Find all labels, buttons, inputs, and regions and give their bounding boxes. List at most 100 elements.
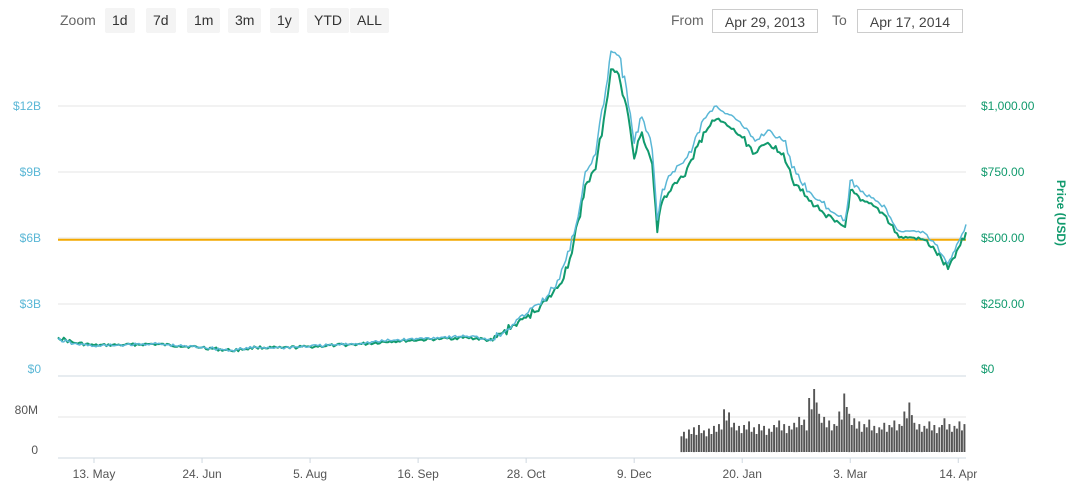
volume-bar bbox=[880, 429, 883, 452]
volume-bar bbox=[763, 425, 765, 452]
volume-bar bbox=[868, 419, 871, 452]
zoom-button-7d[interactable]: 7d bbox=[146, 8, 176, 33]
zoom-button-1d[interactable]: 1d bbox=[105, 8, 135, 33]
volume-bar bbox=[870, 430, 873, 452]
zoom-button-all[interactable]: ALL bbox=[350, 8, 389, 33]
volume-bar bbox=[780, 430, 783, 452]
volume-bar bbox=[860, 431, 863, 453]
volume-bar bbox=[823, 416, 826, 452]
volume-bar bbox=[688, 429, 690, 452]
volume-tick-label: 80M bbox=[15, 403, 38, 417]
market-cap-tick-label: $12B bbox=[13, 99, 41, 113]
volume-bar bbox=[840, 419, 843, 452]
zoom-button-ytd[interactable]: YTD bbox=[307, 8, 349, 33]
x-tick-label: 20. Jan bbox=[723, 467, 762, 481]
volume-bar bbox=[713, 425, 715, 452]
volume-bar bbox=[793, 422, 796, 453]
zoom-button-1m[interactable]: 1m bbox=[187, 8, 221, 33]
volume-bar bbox=[900, 425, 903, 452]
volume-bar bbox=[928, 421, 931, 452]
volume-bar bbox=[825, 427, 828, 453]
volume-bar bbox=[695, 434, 698, 452]
volume-bar bbox=[795, 427, 798, 453]
zoom-button-1y[interactable]: 1y bbox=[270, 8, 299, 33]
volume-bar bbox=[865, 427, 868, 453]
volume-bar bbox=[835, 425, 838, 452]
x-tick-label: 5. Aug bbox=[293, 467, 327, 481]
volume-bar bbox=[910, 415, 913, 452]
volume-bar bbox=[768, 428, 770, 452]
volume-bar bbox=[935, 433, 938, 452]
x-tick-label: 3. Mar bbox=[833, 467, 867, 481]
to-date-input[interactable]: Apr 17, 2014 bbox=[857, 9, 963, 33]
volume-bar bbox=[915, 429, 918, 452]
volume-bar bbox=[778, 420, 781, 452]
x-tick-label: 14. Apr bbox=[939, 467, 977, 481]
price-tick-label: $750.00 bbox=[981, 165, 1025, 179]
volume-bar bbox=[760, 430, 763, 452]
volume-bar bbox=[805, 430, 808, 452]
volume-bar bbox=[698, 425, 700, 452]
volume-bar bbox=[903, 411, 906, 452]
volume-bar bbox=[738, 425, 740, 452]
volume-bar bbox=[948, 424, 951, 452]
volume-bar bbox=[953, 425, 956, 452]
price-series-line bbox=[57, 68, 967, 353]
volume-bar bbox=[813, 389, 816, 452]
volume-bar bbox=[788, 425, 791, 452]
market-cap-tick-label: $0 bbox=[28, 362, 42, 376]
volume-bar bbox=[913, 422, 916, 453]
price-tick-label: $250.00 bbox=[981, 297, 1025, 311]
volume-bar bbox=[843, 393, 846, 452]
volume-bar bbox=[700, 433, 703, 452]
zoom-label: Zoom bbox=[60, 12, 96, 28]
volume-bar bbox=[923, 425, 926, 452]
volume-bar bbox=[775, 427, 778, 453]
volume-bar bbox=[918, 424, 921, 452]
x-tick-label: 9. Dec bbox=[617, 467, 652, 481]
price-tick-label: $500.00 bbox=[981, 231, 1025, 245]
volume-bar bbox=[770, 431, 773, 453]
volume-bar bbox=[820, 422, 823, 453]
x-tick-label: 28. Oct bbox=[507, 467, 546, 481]
volume-bar bbox=[863, 424, 866, 452]
volume-bar bbox=[833, 424, 836, 452]
from-date-input[interactable]: Apr 29, 2013 bbox=[712, 9, 818, 33]
volume-bar bbox=[728, 412, 730, 452]
market-cap-tick-label: $3B bbox=[20, 297, 41, 311]
price-axis-label: Price (USD) bbox=[1054, 180, 1068, 246]
volume-bar bbox=[730, 427, 733, 453]
volume-bar bbox=[715, 431, 718, 453]
zoom-button-3m[interactable]: 3m bbox=[228, 8, 262, 33]
chart-toolbar: Zoom 1d 7d 1m 3m 1y YTD ALL From Apr 29,… bbox=[0, 0, 1080, 44]
volume-bar bbox=[685, 438, 688, 452]
volume-bar bbox=[853, 418, 856, 453]
volume-bar bbox=[683, 431, 685, 453]
volume-bar bbox=[773, 425, 775, 452]
volume-bar bbox=[750, 431, 753, 453]
price-tick-label: $1,000.00 bbox=[981, 99, 1035, 113]
x-tick-label: 16. Sep bbox=[397, 467, 439, 481]
volume-bar bbox=[963, 424, 966, 452]
volume-bar bbox=[938, 427, 941, 453]
volume-bar bbox=[828, 420, 831, 452]
volume-bar bbox=[961, 430, 963, 452]
price-tick-label: $0 bbox=[981, 362, 995, 376]
volume-bar bbox=[725, 420, 728, 452]
volume-bar bbox=[875, 433, 878, 452]
volume-bar bbox=[855, 428, 858, 452]
to-label: To bbox=[832, 12, 847, 28]
market-cap-series-line bbox=[57, 50, 967, 353]
volume-bar bbox=[718, 424, 720, 452]
volume-bar bbox=[705, 436, 708, 453]
volume-bar bbox=[808, 398, 811, 452]
volume-bar bbox=[830, 430, 833, 452]
volume-bar bbox=[693, 427, 695, 453]
volume-bar bbox=[743, 425, 745, 452]
volume-bar bbox=[798, 416, 801, 452]
volume-bar bbox=[708, 428, 710, 452]
volume-bar bbox=[803, 419, 806, 452]
volume-bar bbox=[845, 407, 848, 452]
volume-bar bbox=[908, 402, 911, 452]
